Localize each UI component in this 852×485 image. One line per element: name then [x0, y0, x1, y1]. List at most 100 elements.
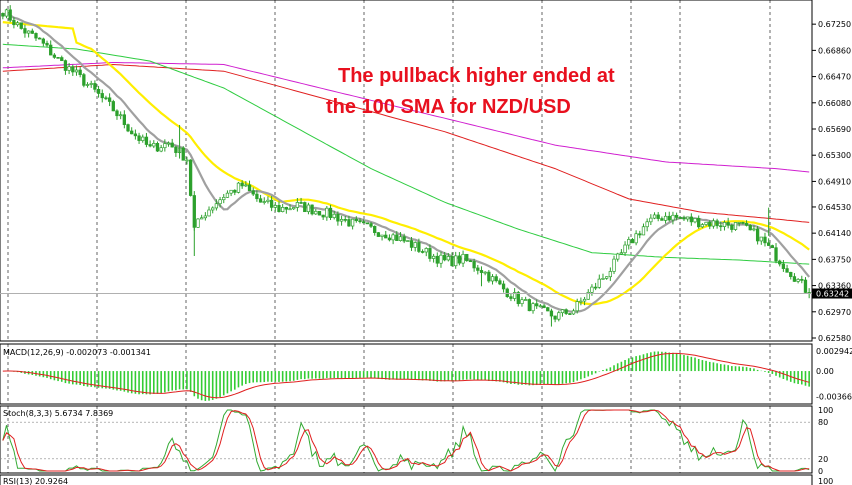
price-tick-label: 0.64140	[818, 229, 851, 238]
price-tick-label: 0.67250	[818, 20, 851, 29]
candle	[582, 296, 587, 306]
macd-histogram	[5, 351, 810, 401]
candle	[711, 218, 716, 229]
candle	[262, 197, 266, 205]
candle	[450, 252, 454, 267]
candle	[619, 249, 624, 255]
candle	[49, 40, 53, 56]
candle	[535, 299, 539, 309]
candle	[214, 199, 219, 211]
candle	[645, 218, 649, 232]
price-tick-label: 0.63750	[818, 255, 851, 264]
candle	[494, 274, 498, 283]
candle	[663, 212, 668, 224]
candle	[557, 310, 561, 322]
candle	[391, 232, 395, 245]
candle	[498, 278, 502, 286]
candle	[343, 216, 347, 223]
candle	[384, 230, 388, 239]
candle	[325, 206, 329, 221]
candle	[774, 243, 778, 264]
candle	[30, 28, 34, 34]
candle	[269, 196, 274, 212]
candle	[23, 24, 27, 38]
candle	[233, 189, 237, 196]
price-tick-label: 0.62970	[818, 308, 851, 317]
candle	[512, 288, 517, 302]
candle	[107, 93, 112, 107]
candle	[465, 253, 469, 262]
annotation-line-1: The pullback higher ended at	[338, 65, 615, 87]
candle	[689, 213, 693, 226]
candle	[85, 82, 90, 88]
candle	[93, 80, 97, 93]
macd-axis: 0.002942 0.00 -0.003666	[816, 347, 852, 401]
stoch-tick-label: 100	[818, 406, 833, 415]
candle	[258, 194, 263, 203]
candle	[277, 201, 281, 213]
candle	[586, 289, 590, 300]
candle	[387, 234, 392, 242]
candle	[593, 282, 598, 291]
candle	[649, 214, 653, 225]
candle	[19, 22, 23, 30]
candle	[292, 207, 296, 211]
candle	[306, 202, 311, 215]
candle	[501, 280, 506, 293]
candle	[130, 127, 134, 135]
candle	[520, 296, 524, 307]
candle	[56, 57, 60, 59]
annotation-line-2: the 100 SMA for NZD/USD	[326, 96, 571, 118]
candlesticks	[1, 5, 811, 327]
candle	[792, 273, 797, 282]
macd-label: MACD(12,26,9) -0.002073 -0.001341	[3, 348, 151, 357]
candle	[796, 278, 800, 284]
candle	[674, 212, 679, 221]
macd-panel: MACD(12,26,9) -0.002073 -0.001341 0.0029…	[0, 343, 852, 405]
candle	[314, 209, 318, 215]
candle	[693, 217, 697, 224]
candle	[159, 144, 163, 153]
candle	[395, 231, 399, 241]
candle	[4, 8, 9, 19]
candle	[744, 220, 749, 227]
rsi-panel: RSI(13) 20.9264 100	[0, 474, 833, 485]
candle	[446, 253, 450, 262]
candle	[207, 206, 211, 217]
price-tick-label: 0.65690	[818, 125, 851, 134]
candle	[527, 298, 531, 312]
candle	[730, 223, 734, 233]
candle	[770, 244, 774, 249]
stoch-axis: 100 80 20 0	[818, 406, 833, 476]
candle	[336, 211, 340, 226]
candle	[137, 132, 141, 144]
candle	[203, 212, 207, 221]
candle	[487, 269, 491, 283]
sma-240-line	[2, 62, 810, 173]
price-tick-label: 0.62580	[818, 334, 851, 343]
candle	[568, 312, 572, 315]
candle	[800, 275, 804, 284]
candle	[454, 251, 458, 269]
candle	[634, 230, 638, 246]
candle	[428, 244, 432, 262]
stoch-grid	[0, 406, 812, 473]
sma-50-line	[2, 21, 810, 306]
candle	[575, 298, 579, 314]
candle	[524, 296, 528, 301]
candle	[439, 251, 443, 268]
candle	[339, 215, 344, 226]
candle	[1, 12, 5, 20]
macd-signal-line	[2, 352, 810, 399]
candle	[553, 315, 557, 323]
candle	[616, 252, 620, 262]
candle	[803, 277, 808, 294]
candle	[509, 293, 513, 302]
candle	[461, 250, 465, 268]
candle	[443, 251, 447, 262]
candle	[752, 225, 756, 232]
rsi-tick-100: 100	[818, 477, 833, 485]
candle	[369, 222, 373, 228]
candle	[163, 139, 167, 152]
price-tick-label: 0.66470	[818, 73, 851, 82]
